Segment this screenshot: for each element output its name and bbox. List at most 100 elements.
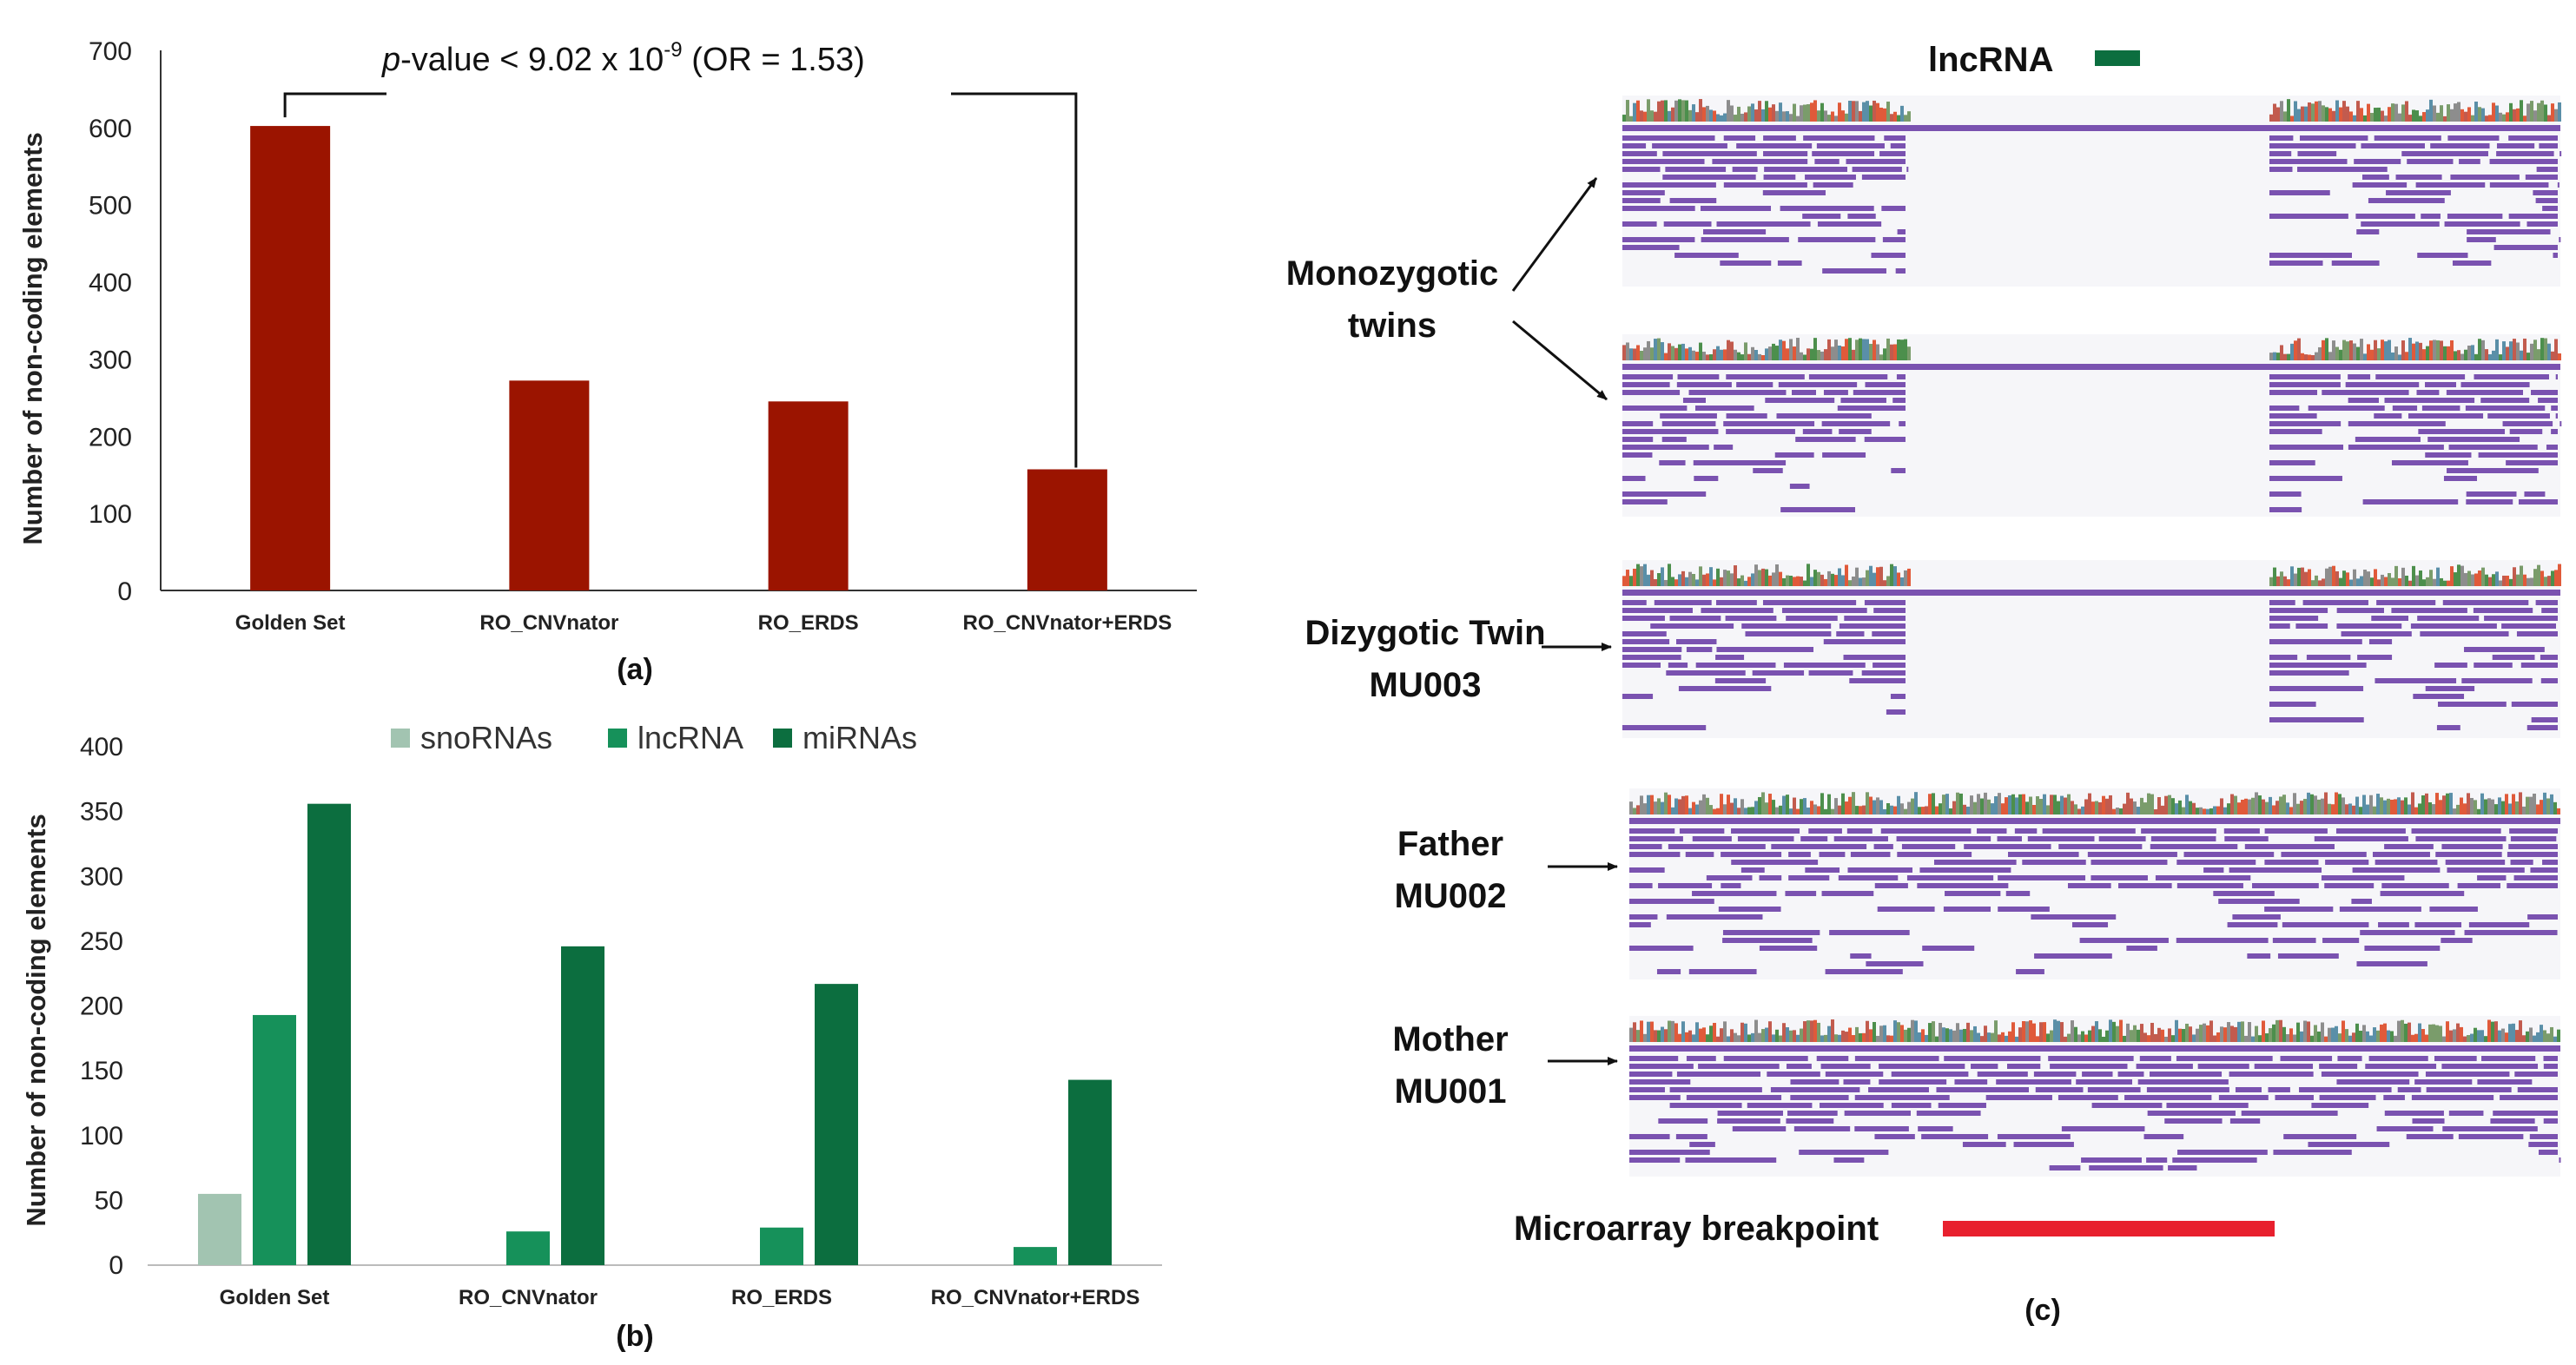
coverage-bar	[1980, 798, 1984, 814]
read	[1622, 437, 1654, 442]
coverage-bar	[2380, 1024, 2383, 1042]
read	[2150, 1072, 2223, 1077]
coverage-bar	[2084, 1034, 2088, 1042]
read	[1890, 143, 1906, 148]
coverage-bar	[2346, 341, 2349, 360]
coverage-bar	[1765, 101, 1768, 122]
read	[2429, 907, 2478, 912]
coverage-bar	[1685, 100, 1688, 122]
read	[2466, 491, 2517, 497]
coverage-bar	[1855, 806, 1859, 814]
read	[1723, 135, 1756, 141]
read	[2452, 260, 2492, 266]
read	[1861, 670, 1906, 676]
read	[2417, 616, 2480, 621]
coverage-bar	[1876, 344, 1879, 360]
read	[2324, 883, 2375, 888]
legend-swatch	[608, 729, 627, 748]
coverage-bar	[1754, 109, 1758, 122]
read	[1839, 623, 1906, 629]
coverage-bar	[1692, 104, 1695, 122]
coverage-bar	[2140, 797, 2143, 814]
coverage-bar	[1904, 570, 1907, 586]
read	[1817, 221, 1882, 227]
coverage-bar	[2001, 1032, 2005, 1042]
coverage-bar	[1786, 348, 1789, 360]
read	[2514, 1072, 2558, 1077]
coverage-bar	[1647, 795, 1650, 814]
coverage-bar	[2227, 803, 2230, 814]
coverage-bar	[2408, 580, 2412, 586]
coverage-bar	[2182, 807, 2185, 814]
coverage-bar	[2335, 1025, 2338, 1042]
coverage-bar	[1779, 805, 1782, 814]
coverage-bar	[1702, 352, 1706, 360]
coverage-bar	[1834, 798, 1838, 814]
read	[2526, 221, 2558, 227]
read	[2269, 382, 2341, 387]
coverage-bar	[2474, 800, 2477, 814]
coverage-bar	[2279, 796, 2282, 814]
x-tick-label: RO_CNVnator	[459, 1286, 598, 1309]
read	[2082, 1072, 2113, 1077]
read	[1838, 875, 1899, 880]
coverage-bar	[1959, 1029, 1963, 1042]
read	[1745, 631, 1832, 636]
coverage-bar	[1810, 577, 1813, 586]
coverage-bar	[2015, 797, 2018, 814]
coverage-bar	[1751, 103, 1754, 122]
read	[2345, 382, 2420, 387]
read	[1629, 1056, 1679, 1061]
chart-b: Number of non-coding elements snoRNAs lnc…	[21, 720, 1162, 1353]
coverage-bar	[2339, 577, 2342, 586]
coverage-bar	[1973, 801, 1977, 814]
chart-a: Number of non-coding elements 0100200300…	[17, 37, 1197, 686]
coverage-bar	[1654, 1030, 1657, 1042]
y-tick-label: 0	[117, 577, 132, 606]
coverage-bar	[2081, 806, 2084, 814]
coverage-bar	[1678, 799, 1681, 814]
coverage-bar	[2164, 795, 2168, 814]
read	[1714, 678, 1767, 683]
coverage-bar	[1740, 799, 1744, 814]
read	[1721, 852, 1782, 857]
coverage-bar	[1900, 577, 1904, 586]
coverage-bar	[1879, 800, 1883, 814]
coverage-bar	[2446, 793, 2449, 814]
coverage-bar	[2314, 795, 2317, 814]
coverage-bar	[2251, 797, 2255, 814]
read	[2146, 1087, 2229, 1092]
coverage-bar	[2005, 1035, 2008, 1042]
read	[2391, 460, 2468, 465]
read	[1837, 406, 1906, 411]
coverage-bar	[2381, 110, 2384, 122]
coverage-bar	[2060, 1022, 2064, 1042]
coverage-bar	[2513, 339, 2516, 360]
read	[2299, 1087, 2392, 1092]
coverage-bar	[2032, 805, 2036, 814]
coverage-bar	[2526, 577, 2530, 586]
read	[1658, 1118, 1708, 1124]
coverage-bar	[2294, 340, 2297, 360]
read	[1864, 600, 1906, 605]
coverage-bar	[2440, 105, 2443, 122]
read	[2091, 875, 2148, 880]
coverage-bar	[2053, 795, 2057, 814]
coverage-bar	[2095, 1021, 2098, 1042]
coverage-bar	[2383, 1023, 2387, 1042]
coverage-bar	[1876, 797, 1879, 814]
read	[1721, 883, 1741, 888]
coverage-bar	[2064, 797, 2067, 814]
coverage-bar	[1664, 353, 1668, 360]
coverage-bar	[1841, 1030, 1845, 1042]
read	[2418, 429, 2506, 434]
coverage-bar	[1740, 575, 1744, 586]
coverage-bar	[2481, 340, 2485, 360]
coverage-bar	[2116, 1025, 2119, 1042]
read	[2375, 860, 2438, 865]
read	[2197, 1064, 2249, 1069]
coverage-bar	[2505, 1032, 2508, 1042]
read	[2341, 631, 2412, 636]
coverage-bar	[1723, 1021, 1727, 1042]
coverage-bar	[1827, 115, 1831, 122]
